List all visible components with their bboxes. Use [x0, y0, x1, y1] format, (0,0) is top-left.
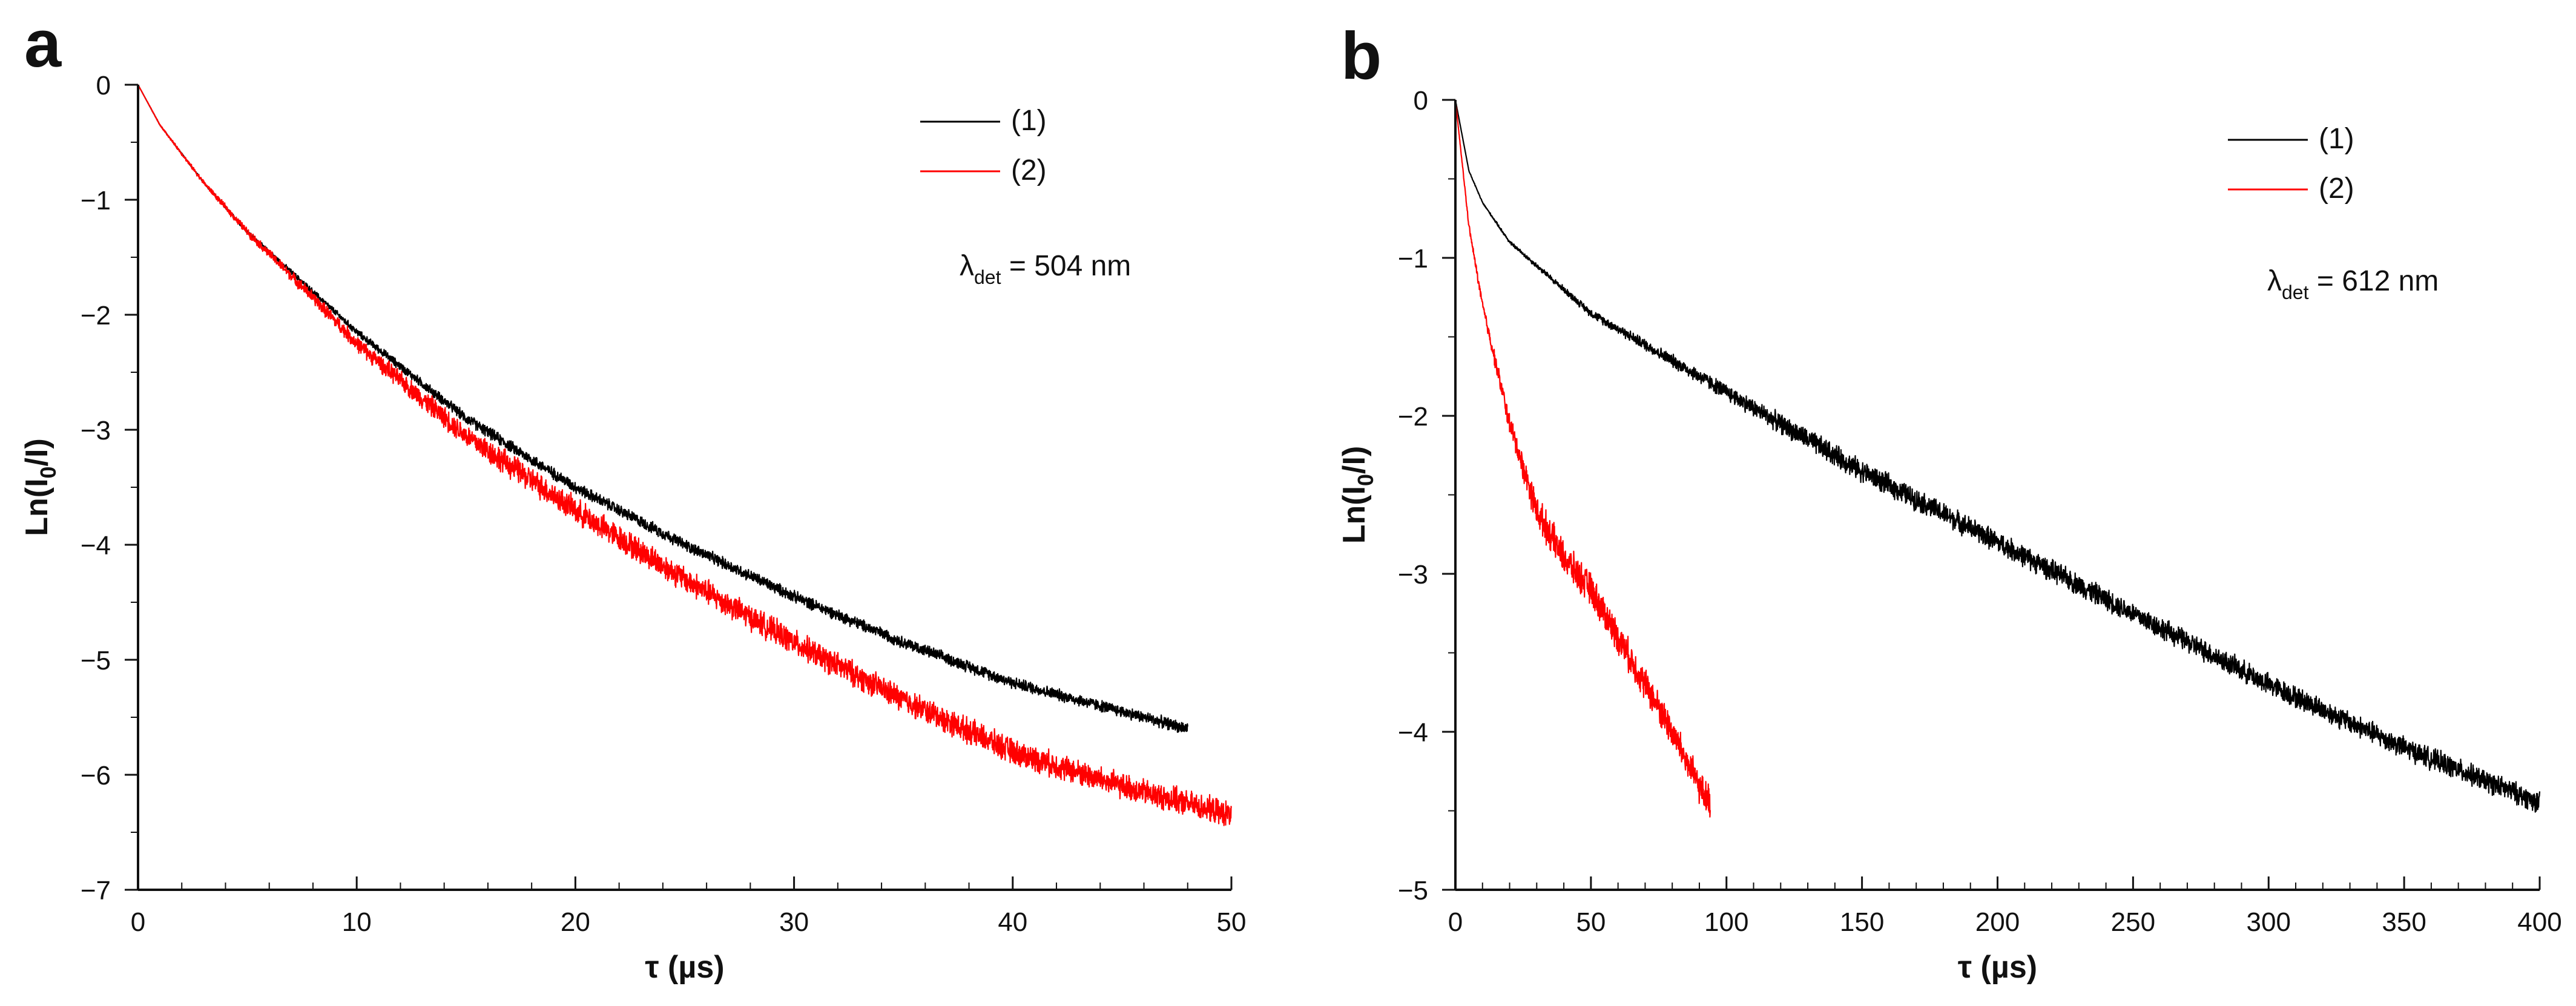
y-tick-label: −4 [81, 531, 111, 561]
x-tick-label: 150 [1840, 907, 1884, 937]
detection-wavelength-annotation: λdet = 612 nm [2267, 265, 2439, 303]
y-tick-label: −1 [1398, 244, 1428, 274]
x-tick-label: 10 [342, 907, 372, 937]
y-tick-label: −1 [81, 186, 111, 215]
legend-label-1: (1) [1011, 105, 1047, 137]
series-line-2 [137, 84, 1233, 826]
x-tick-label: 250 [2111, 907, 2155, 937]
y-tick-label: 0 [96, 71, 111, 100]
y-tick-label: −7 [81, 876, 111, 906]
y-tick-label: −4 [1398, 718, 1428, 748]
series-line-1 [1454, 99, 2541, 813]
chart-panel-a: a 0 10 20 30 40 50 0 −1 −2 −3 −4 −5 −6 −7 τ (µs) Ln(I0/I… [19, 7, 1246, 985]
y-tick-label: −2 [1398, 402, 1428, 432]
y-tick-label: −2 [81, 301, 111, 330]
y-axis-title: Ln(I0/I) [1337, 446, 1378, 544]
y-tick-label: −5 [1398, 876, 1428, 906]
y-tick-label: −5 [81, 646, 111, 676]
x-axis-title: τ (µs) [1958, 950, 2037, 985]
x-tick-label: 200 [1975, 907, 2020, 937]
y-axis-title: Ln(I0/I) [19, 438, 61, 536]
x-tick-label: 0 [1448, 907, 1463, 937]
legend-label-2: (2) [1011, 154, 1047, 186]
x-tick-label: 300 [2247, 907, 2291, 937]
x-tick-label: 350 [2382, 907, 2426, 937]
panel-letter-a: a [24, 7, 62, 81]
detection-wavelength-annotation: λdet = 504 nm [960, 250, 1131, 288]
legend-label-1: (1) [2319, 123, 2354, 155]
x-tick-label: 400 [2517, 907, 2561, 937]
series-line-1 [137, 84, 1188, 733]
panel-letter-b: b [1341, 19, 1382, 93]
x-tick-label: 50 [1576, 907, 1606, 937]
y-tick-label: −6 [81, 761, 111, 791]
legend-label-2: (2) [2319, 173, 2354, 205]
y-tick-label: −3 [81, 416, 111, 445]
chart-panel-b: b 0 50 100 150 200 250 300 350 400 0 −1 −2 −3 −4 −5 τ (µ… [1337, 19, 2562, 985]
x-tick-label: 20 [561, 907, 590, 937]
x-tick-label: 40 [998, 907, 1027, 937]
x-axis-title: τ (µs) [645, 950, 724, 985]
y-tick-label: −3 [1398, 560, 1428, 590]
x-tick-label: 50 [1217, 907, 1247, 937]
x-tick-label: 100 [1704, 907, 1748, 937]
y-tick-label: 0 [1414, 86, 1428, 116]
x-tick-label: 0 [131, 907, 145, 937]
x-tick-label: 30 [779, 907, 809, 937]
series-line-2 [1454, 99, 1711, 818]
